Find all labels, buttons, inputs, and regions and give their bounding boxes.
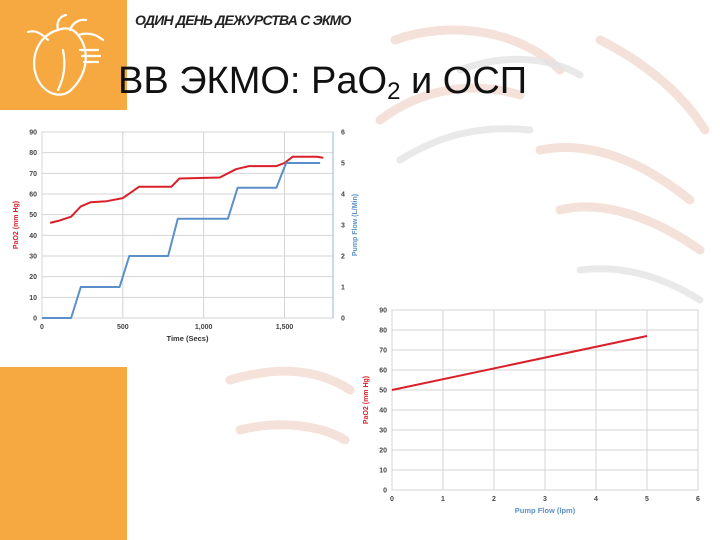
pao2-time-chart: 0 10 20 30 40 50 60 70 80 90 0 500 1,000 1,500 0 1 2 3 4 5 6… (13, 130, 359, 344)
y-axis-label: PaO2 (mm Hg) (363, 376, 370, 424)
y-tick-label: 60 (379, 368, 387, 375)
slide-title: ВВ ЭКМО: PaO2 и ОСП (118, 60, 527, 106)
orange-side-panel (0, 367, 127, 540)
x-tick-label: 1 (441, 496, 445, 503)
y-axis-label: PaO2 (mm Hg) (13, 201, 20, 249)
y-tick-label: 0 (33, 316, 37, 323)
y-tick-label: 10 (29, 295, 37, 302)
y-tick-label: 80 (29, 150, 37, 157)
x-tick-label: 2 (492, 496, 496, 503)
y-tick-label: 20 (29, 274, 37, 281)
x-tick-label: 0 (40, 324, 44, 331)
y-tick-label: 40 (29, 233, 37, 240)
y2-tick-label: 5 (341, 161, 345, 168)
y-tick-label: 50 (29, 212, 37, 219)
y-tick-label: 10 (379, 468, 387, 475)
x-axis-label: Time (Secs) (167, 334, 209, 343)
heart-logo-icon (26, 13, 105, 96)
y-tick-label: 70 (379, 348, 387, 355)
y-tick-label: 90 (379, 308, 387, 315)
pao2-pumpflow-chart: 0 10 20 30 40 50 60 70 80 90 0 1 2 3 4 5 6 Pump Flow (lpm… (363, 308, 700, 516)
y-tick-label: 20 (379, 448, 387, 455)
y-tick-label: 80 (379, 328, 387, 335)
x-tick-label: 6 (696, 496, 700, 503)
x-tick-label: 1,500 (276, 324, 294, 331)
y-tick-label: 30 (29, 254, 37, 261)
x-tick-label: 3 (543, 496, 547, 503)
slide-header: ОДИН ДЕНЬ ДЕЖУРСТВА С ЭКМО (135, 12, 351, 28)
y2-tick-label: 6 (341, 130, 345, 137)
y-tick-label: 70 (29, 171, 37, 178)
title-tail: и ОСП (400, 60, 528, 102)
pump-flow-line (42, 162, 321, 319)
x-tick-label: 500 (117, 324, 129, 331)
title-subscript: 2 (387, 78, 401, 105)
pao2-line (49, 155, 324, 224)
y-tick-label: 90 (29, 130, 37, 137)
y2-tick-label: 3 (341, 223, 345, 230)
y-tick-label: 30 (379, 428, 387, 435)
y-tick-label: 40 (379, 408, 387, 415)
title-main: ВВ ЭКМО: PaO (118, 60, 388, 102)
x-tick-label: 0 (390, 496, 394, 503)
y-tick-label: 50 (379, 388, 387, 395)
x-axis-label: Pump Flow (lpm) (515, 506, 576, 515)
x-tick-label: 4 (594, 496, 598, 503)
y2-tick-label: 0 (341, 316, 345, 323)
y2-tick-label: 4 (341, 192, 345, 199)
y2-axis-label: Pump Flow (L/Min) (352, 194, 359, 256)
orange-corner-panel (0, 0, 127, 110)
pao2-line (391, 335, 648, 391)
y2-tick-label: 2 (341, 254, 345, 261)
x-tick-label: 1,000 (195, 324, 213, 331)
y-tick-label: 0 (383, 488, 387, 495)
x-tick-label: 5 (645, 496, 649, 503)
y-tick-label: 60 (29, 192, 37, 199)
y2-tick-label: 1 (341, 285, 345, 292)
